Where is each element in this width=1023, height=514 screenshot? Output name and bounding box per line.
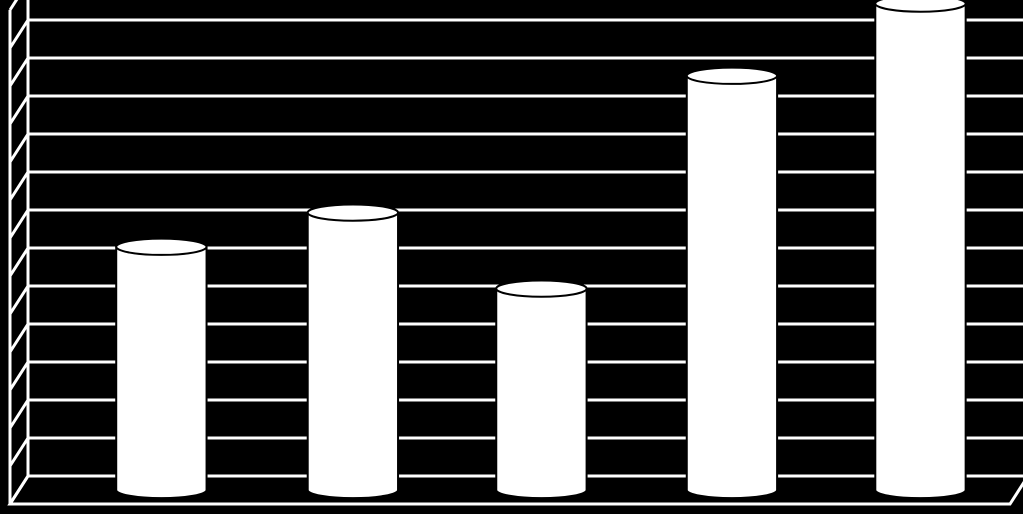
cylinder-bar-chart: [0, 0, 1023, 514]
cylinder-bar: [687, 68, 777, 498]
cylinder-bar: [875, 0, 965, 498]
cylinder-bar: [496, 280, 586, 498]
cylinder-bar: [308, 204, 398, 498]
cylinder-bar: [116, 239, 206, 498]
